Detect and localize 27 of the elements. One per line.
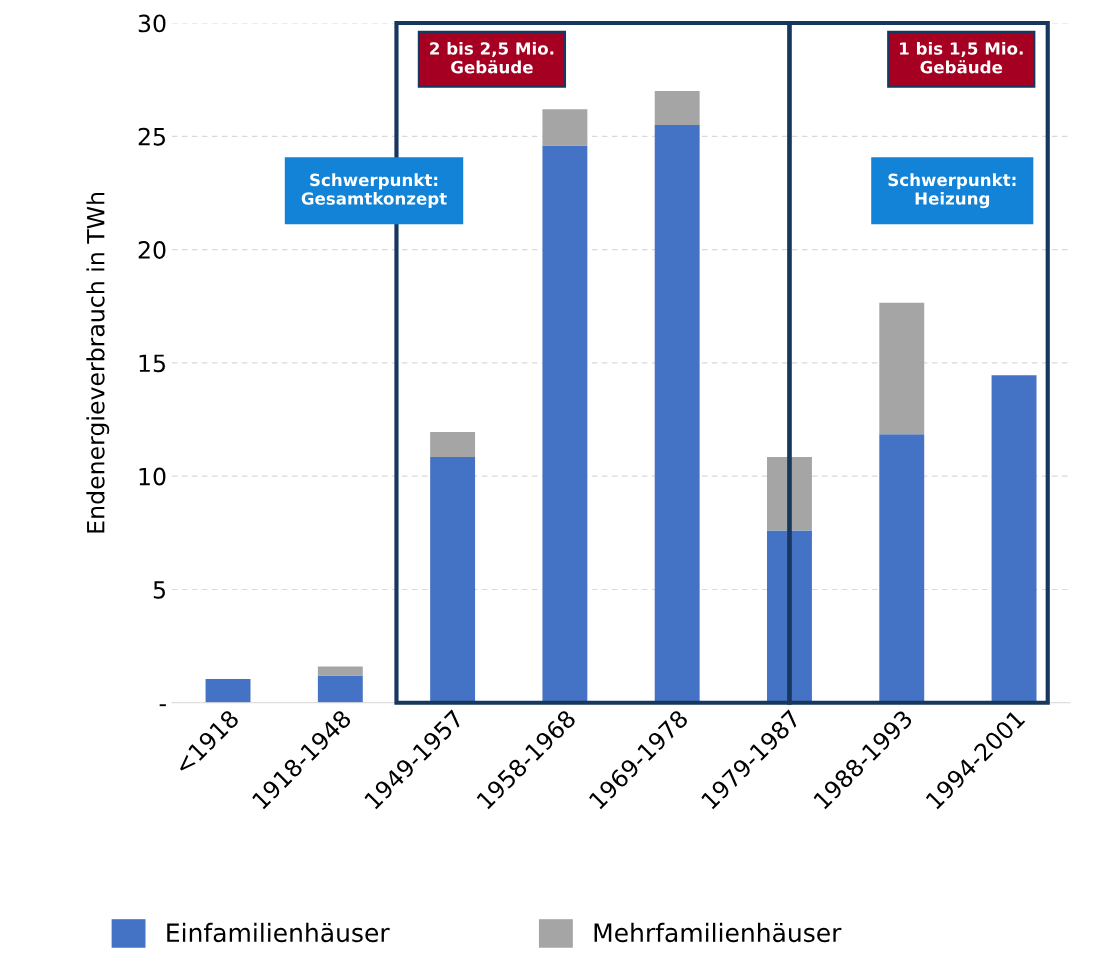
annotation: 2 bis 2,5 Mio. Gebäude — [430, 41, 554, 74]
bar — [317, 666, 363, 676]
bar — [430, 456, 476, 703]
y-tick-label: 15 — [139, 354, 165, 373]
bar — [654, 91, 700, 125]
annotation: Schwerpunkt: Heizung — [888, 173, 1016, 209]
y-tick-label: 20 — [138, 241, 166, 259]
bar — [430, 431, 476, 457]
y-tick-label: 30 — [138, 14, 166, 33]
bar — [879, 434, 925, 703]
annotation: 1 bis 1,5 Mio. Gebäude — [900, 41, 1023, 74]
y-tick-label: 5 — [153, 581, 165, 599]
bar — [542, 145, 588, 703]
annotation: Schwerpunkt: Gesamtkonzept — [301, 173, 447, 209]
bar — [542, 109, 588, 146]
bar — [991, 375, 1037, 703]
bar — [879, 302, 925, 435]
bar — [205, 678, 251, 703]
y-tick-label: 25 — [138, 127, 165, 146]
legend-label: Einfamilienhäuser — [167, 922, 390, 943]
y-tick-label: 10 — [139, 467, 166, 486]
bar — [654, 124, 700, 703]
bar — [767, 456, 812, 531]
y-axis-title: Endenergieverbrauch in TWh — [86, 192, 110, 533]
y-tick-label: - — [159, 704, 166, 707]
bar — [317, 675, 363, 703]
legend-label: Mehrfamilienhäuser — [594, 922, 842, 943]
